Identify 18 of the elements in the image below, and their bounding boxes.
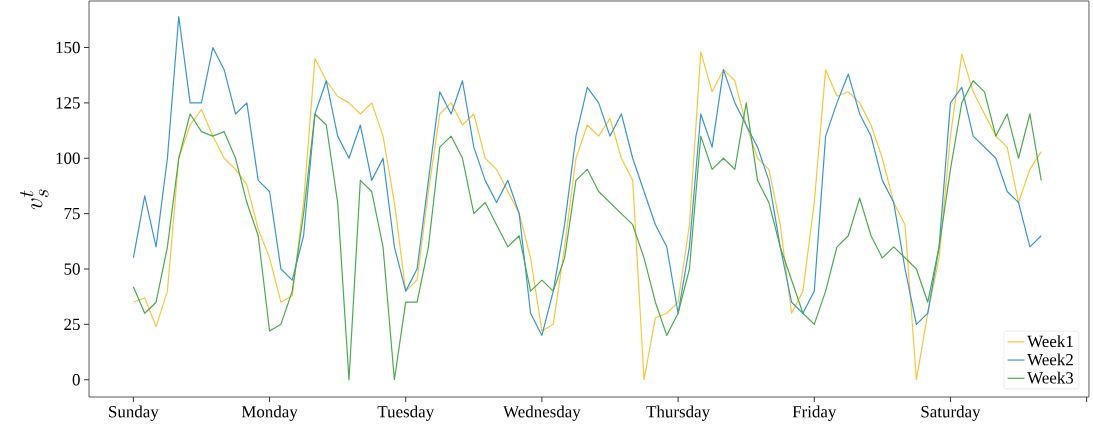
y-tick-label: 125 — [56, 97, 80, 109]
y-tick-label: 0 — [72, 374, 80, 386]
x-tick-label: Friday — [792, 405, 837, 421]
y-tick-label: 75 — [64, 207, 80, 220]
legend-label: Week1 — [1027, 335, 1073, 348]
y-tick-label: 50 — [64, 263, 80, 275]
legend-label: Week2 — [1027, 353, 1073, 366]
x-tick-label: Monday — [241, 405, 298, 421]
y-axis-title: $v_s^t$ — [20, 189, 49, 210]
x-tick-label: Thursday — [646, 405, 711, 421]
y-tick-label: 100 — [56, 152, 80, 164]
x-tick-label: Tuesday — [377, 405, 435, 421]
x-tick-label: Saturday — [921, 405, 981, 421]
x-tick-label: Sunday — [109, 405, 159, 421]
x-tick-label: Wednesday — [503, 405, 581, 421]
y-tick-label: 150 — [56, 41, 80, 54]
legend-label: Week3 — [1027, 371, 1074, 384]
y-tick-label: 25 — [64, 318, 80, 331]
